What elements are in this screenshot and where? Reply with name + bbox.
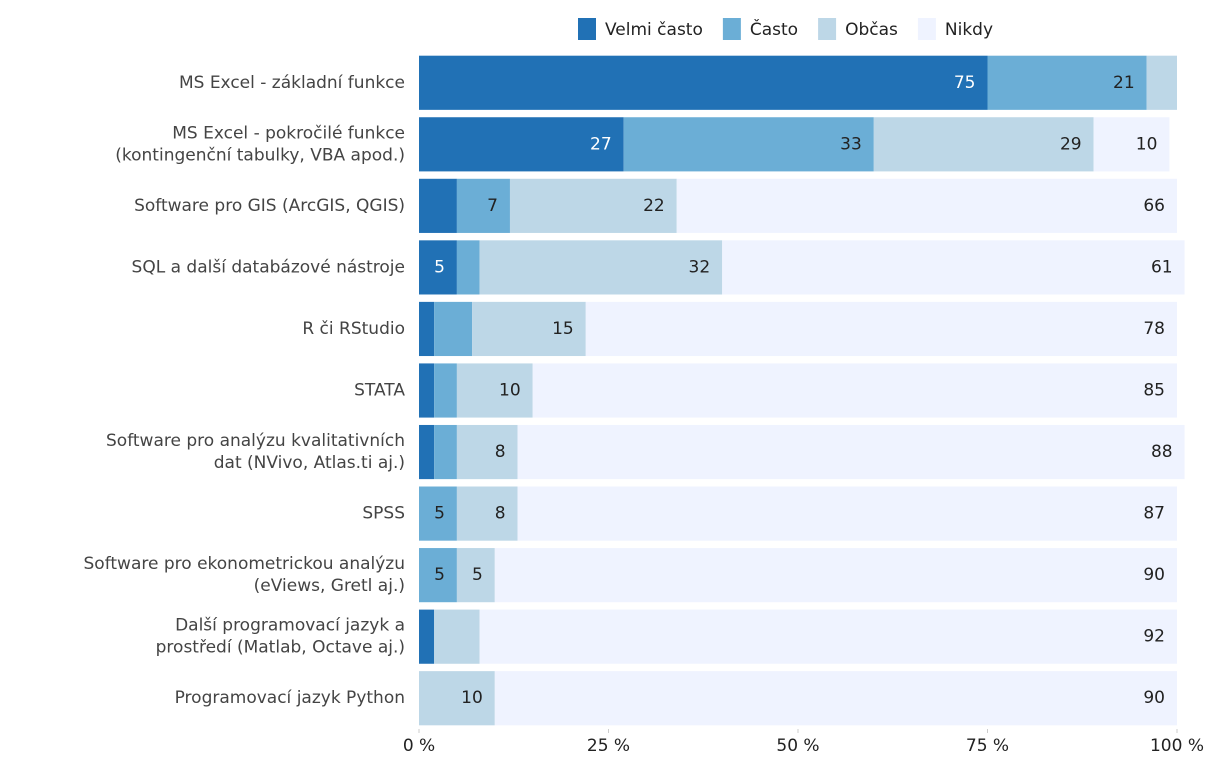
value-label: 27 xyxy=(590,134,612,154)
x-tick-label: 0 % xyxy=(403,736,435,756)
bar-segment xyxy=(585,301,1177,357)
value-label: 10 xyxy=(461,688,483,708)
value-label: 5 xyxy=(434,565,445,585)
bar-segment xyxy=(419,548,457,603)
bar-segment xyxy=(434,609,480,664)
bar-segment xyxy=(722,240,1185,295)
bar-segment xyxy=(479,240,723,295)
legend-swatch xyxy=(917,18,936,40)
bar-segment xyxy=(494,548,1177,603)
category-label: MS Excel - pokročilé funkce xyxy=(172,123,405,143)
value-label: 8 xyxy=(495,504,506,524)
category-label: Software pro analýzu kvalitativních xyxy=(106,431,405,451)
category-label: SPSS xyxy=(362,504,405,524)
bar-segment xyxy=(434,424,457,480)
value-label: 29 xyxy=(1060,134,1082,154)
bar-segment xyxy=(479,609,1177,664)
value-label: 75 xyxy=(954,73,976,93)
category-label: (kontingenční tabulky, VBA apod.) xyxy=(115,145,405,165)
bar-segment xyxy=(494,671,1177,726)
legend-label: Velmi často xyxy=(605,20,703,40)
bar-segment xyxy=(434,363,457,418)
category-label: prostředí (Matlab, Octave aj.) xyxy=(156,638,405,658)
legend-swatch xyxy=(722,18,741,40)
bar-segment xyxy=(456,363,533,418)
bar-segment xyxy=(419,609,435,664)
category-label: dat (NVivo, Atlas.ti aj.) xyxy=(214,453,405,473)
x-tick-label: 25 % xyxy=(587,736,630,756)
value-label: 90 xyxy=(1143,688,1165,708)
bar-segment xyxy=(517,486,1177,541)
x-tick-label: 50 % xyxy=(776,736,819,756)
bar-segment xyxy=(419,178,457,233)
value-label: 92 xyxy=(1143,627,1165,647)
value-label: 10 xyxy=(1136,134,1158,154)
bar-segment xyxy=(456,178,510,233)
value-label: 90 xyxy=(1143,565,1165,585)
bar-segment xyxy=(419,363,435,418)
bar-segment xyxy=(434,301,473,357)
legend-label: Nikdy xyxy=(945,20,993,40)
legend-label: Občas xyxy=(845,20,898,40)
bar-segment xyxy=(987,55,1147,110)
value-label: 61 xyxy=(1151,257,1173,277)
category-label: R či RStudio xyxy=(302,319,405,339)
bar-segment xyxy=(532,363,1177,418)
value-label: 85 xyxy=(1143,381,1165,401)
category-label: Programovací jazyk Python xyxy=(175,688,405,708)
x-tick-label: 75 % xyxy=(966,736,1009,756)
legend-label: Často xyxy=(750,18,798,40)
bar-segment xyxy=(873,117,1094,172)
category-label: Software pro ekonometrickou analýzu xyxy=(84,554,405,574)
category-label: Další programovací jazyk a xyxy=(175,616,405,636)
bar-segment xyxy=(1146,55,1177,110)
bar-segment xyxy=(1093,117,1170,172)
bar-segment xyxy=(517,424,1185,480)
legend-swatch xyxy=(578,18,596,40)
value-label: 8 xyxy=(495,442,506,462)
category-label: STATA xyxy=(354,381,405,401)
value-label: 78 xyxy=(1143,319,1165,339)
value-label: 5 xyxy=(472,565,483,585)
category-label: (eViews, Gretl aj.) xyxy=(254,576,405,596)
bar-segment xyxy=(472,301,586,357)
bar-segment xyxy=(419,117,624,172)
bar-segment xyxy=(419,240,457,295)
value-label: 87 xyxy=(1143,504,1165,524)
value-label: 7 xyxy=(487,196,498,216)
bar-segment xyxy=(419,55,988,110)
value-label: 5 xyxy=(434,257,445,277)
bar-segment xyxy=(456,240,480,295)
value-label: 88 xyxy=(1151,442,1173,462)
value-label: 10 xyxy=(499,381,521,401)
category-label: MS Excel - základní funkce xyxy=(179,73,405,93)
bar-segment xyxy=(456,486,518,541)
value-label: 22 xyxy=(643,196,665,216)
value-label: 15 xyxy=(552,319,574,339)
category-label: Software pro GIS (ArcGIS, QGIS) xyxy=(134,196,405,216)
bar-segment xyxy=(419,486,457,541)
x-tick-label: 100 % xyxy=(1150,736,1204,756)
value-label: 66 xyxy=(1143,196,1165,216)
bar-segment xyxy=(509,178,677,233)
value-label: 32 xyxy=(689,257,711,277)
value-label: 5 xyxy=(434,504,445,524)
category-label: SQL a další databázové nástroje xyxy=(132,257,405,277)
bar-segment xyxy=(623,117,874,172)
bar-segment xyxy=(419,424,435,480)
value-label: 21 xyxy=(1113,73,1135,93)
bar-segment xyxy=(419,301,435,357)
bar-segment xyxy=(456,548,495,603)
bar-segment xyxy=(419,671,495,726)
legend-swatch xyxy=(818,18,837,40)
bar-segment xyxy=(456,424,518,480)
bar-segment xyxy=(676,178,1177,233)
value-label: 33 xyxy=(840,134,862,154)
